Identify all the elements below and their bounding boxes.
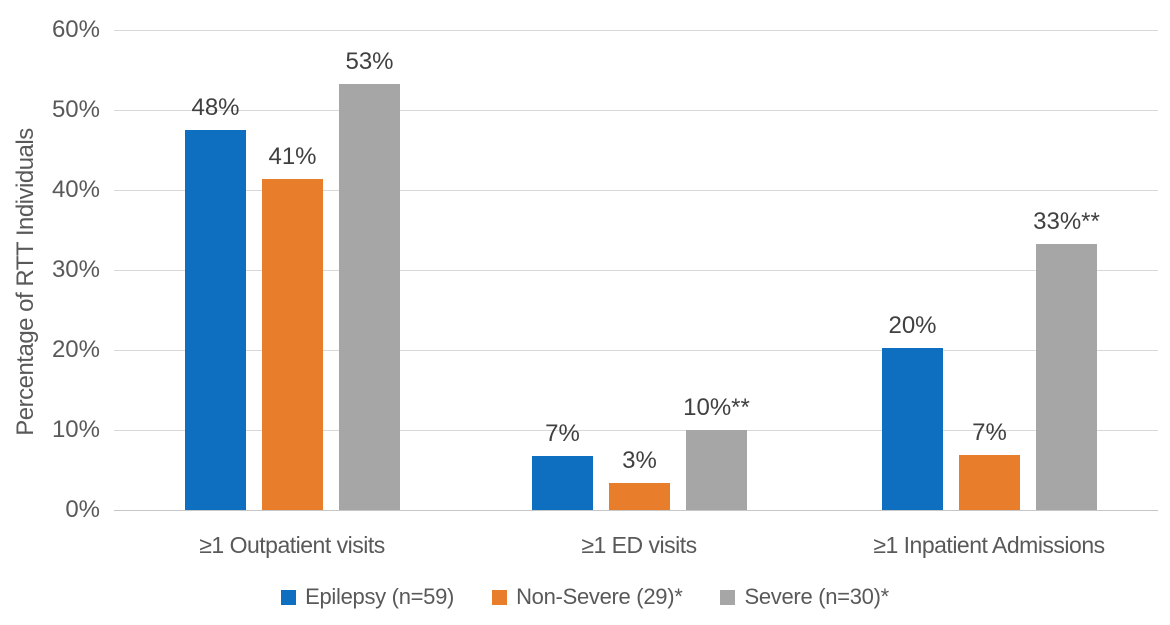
- bar-group: 48% 41% 53%: [185, 49, 400, 510]
- y-tick-label: 10%: [51, 416, 100, 443]
- category-label: ≥1 Outpatient visits: [199, 532, 385, 558]
- y-tick-label: 60%: [51, 16, 100, 43]
- bar-value-label: 48%: [191, 94, 240, 121]
- bar: 20%: [882, 313, 943, 510]
- legend-label: Non-Severe (29)*: [516, 584, 683, 609]
- bar-value-label: 7%: [545, 419, 580, 447]
- gridline: [114, 430, 1158, 431]
- bar: 7%: [532, 421, 593, 510]
- bar: 53%: [339, 49, 400, 510]
- bar: 33%**: [1033, 209, 1100, 510]
- legend-swatch-icon: [720, 589, 736, 605]
- legend-swatch-icon: [492, 589, 508, 605]
- y-axis-tick-labels: 0% 10% 20% 30% 40% 50% 60%: [0, 0, 100, 625]
- plot-area: 48% 41% 53% 7% 3% 10%** 20% 7% 33%**: [114, 30, 1158, 511]
- bar-value-label: 53%: [345, 47, 394, 75]
- gridline: [114, 30, 1158, 31]
- bar: 3%: [609, 448, 670, 510]
- bar-value-label: 7%: [972, 418, 1007, 446]
- bar-value-label: 33%**: [1033, 207, 1100, 235]
- bar: 48%: [185, 96, 246, 510]
- bar-value-label: 20%: [888, 311, 937, 339]
- gridline: [114, 270, 1158, 271]
- legend-item: Non-Severe (29)*: [492, 584, 683, 610]
- bar: 7%: [959, 420, 1020, 510]
- legend-label: Epilepsy (n=59): [305, 584, 455, 609]
- gridline: [114, 190, 1158, 191]
- bar-value-label: 41%: [268, 142, 317, 170]
- bar: 10%**: [683, 396, 750, 510]
- y-tick-label: 40%: [51, 176, 100, 203]
- y-tick-label: 30%: [51, 256, 100, 283]
- bar: 41%: [262, 144, 323, 510]
- legend-item: Epilepsy (n=59): [281, 584, 454, 610]
- legend-label: Severe (n=30)*: [744, 584, 889, 609]
- y-tick-label: 50%: [51, 96, 100, 123]
- legend-swatch-icon: [281, 589, 297, 605]
- legend-item: Severe (n=30)*: [720, 584, 889, 610]
- category-label: ≥1 ED visits: [581, 532, 697, 558]
- y-tick-label: 0%: [65, 496, 100, 523]
- gridline: [114, 110, 1158, 111]
- x-axis-line: [114, 510, 1158, 511]
- bar-value-label: 3%: [622, 446, 657, 474]
- bar-group: 20% 7% 33%**: [882, 209, 1100, 510]
- bar-group: 7% 3% 10%**: [532, 396, 750, 510]
- bar-value-label: 10%**: [683, 394, 750, 421]
- gridline: [114, 350, 1158, 351]
- y-tick-label: 20%: [51, 336, 100, 363]
- category-label: ≥1 Inpatient Admissions: [873, 532, 1105, 558]
- legend: Epilepsy (n=59) Non-Severe (29)* Severe (n…: [0, 584, 1170, 610]
